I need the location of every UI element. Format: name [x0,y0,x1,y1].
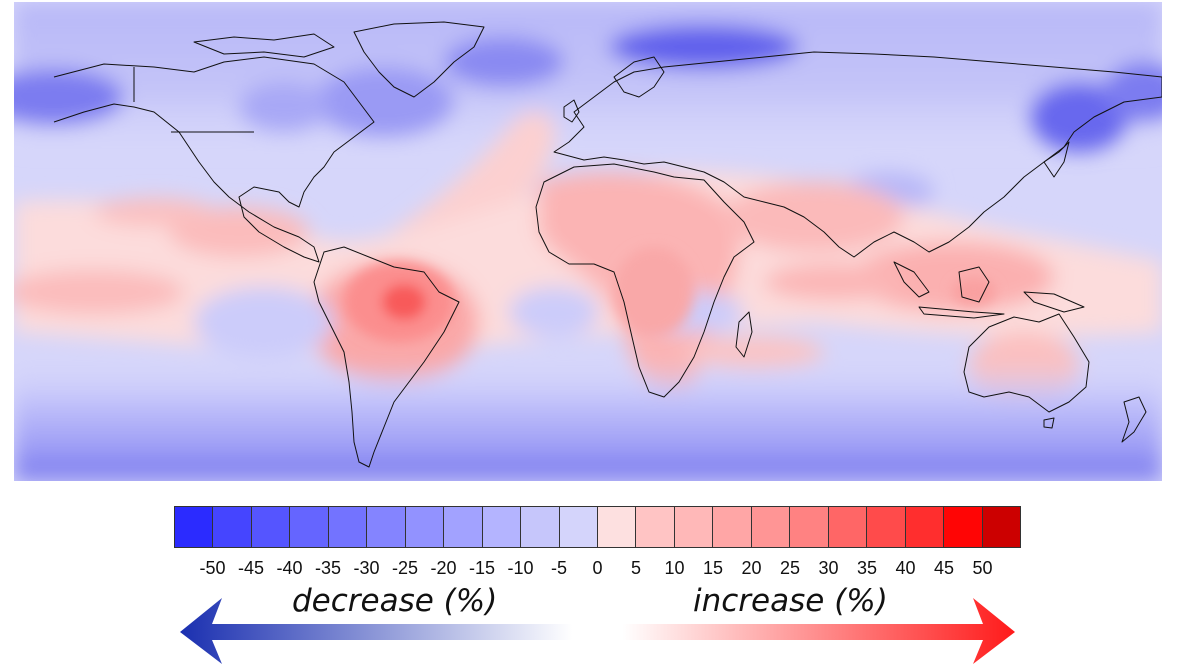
colorbar-bin [175,507,214,547]
colorbar-bin [674,507,714,547]
coastlines [53,21,1162,468]
colorbar-tick-labels: -50 -45 -40 -35 -30 -25 -20 -15 -10 -5 0 5 10 15 20 25 3… [174,558,1021,582]
coastline-south-america [313,246,460,468]
colorbar-tick-label: -5 [550,558,568,578]
region-bering-alaska [14,69,124,125]
colorbar-bin [905,507,945,547]
colorbar-tick-label: 20 [741,558,762,578]
arrow-shape [180,598,1015,664]
coastline-sumatra [893,261,930,298]
colorbar-bin [982,507,1020,547]
coastline-north-america [53,56,375,263]
decrease-label: decrease (%) [292,583,498,619]
colorbar-bin [521,507,560,547]
colorbar-tick-label: 15 [702,558,724,578]
region-pacific-band-2 [94,198,214,226]
colorbar-bin [444,507,483,547]
colorbar-tick-label: 30 [818,558,839,578]
colorbar-tick-label: 25 [779,558,801,578]
colorbar-bin [559,507,598,547]
colorbar-tick-label: -30 [353,558,380,578]
colorbar-tick-label: 35 [856,558,878,578]
colorbar-bin [367,507,406,547]
coastline-scandinavia [613,56,665,98]
colorbar-bin [751,507,791,547]
region-south-atlantic-cold [509,287,599,337]
coastline-japan [1043,141,1070,178]
colorbar-bin [636,507,675,547]
region-pacific-band-1 [14,270,184,314]
colorbar-bin [328,507,368,547]
coastline-java [918,306,1005,319]
region-amazon-core [382,284,426,320]
colorbar-bin [482,507,522,547]
colorbar-bin [828,507,868,547]
colorbar-tick-label: 40 [895,558,916,578]
colorbar-tick-label: -45 [237,558,265,578]
coastline-new-guinea [1023,291,1085,313]
region-arctic-north-atlantic [314,67,454,137]
colorbar-bin [290,507,329,547]
region-maritime-continent [854,242,1054,312]
region-south-indian-band [684,336,824,368]
colorbar-tick-label: -10 [507,558,534,578]
region-southern-ocean [14,362,1162,481]
region-sea-of-okhotsk [1029,82,1129,152]
increase-label: increase (%) [693,583,888,619]
colorbar-bin [597,507,637,547]
region-central-africa [614,247,694,337]
coastline-tasmania [1043,417,1055,429]
region-barents-sea [609,25,799,69]
region-greenland-sea [444,37,564,87]
region-hudson-bay [239,82,329,132]
colorbar-tick-label: 0 [592,558,603,578]
colorbar-bin [790,507,829,547]
colorbar-bin [944,507,983,547]
coastline-uk [563,99,580,123]
colorbar-tick-label: 5 [630,558,642,578]
colorbar-tick-label: -25 [391,558,419,578]
region-borneo [952,278,996,306]
region-arctic-band [14,2,1162,152]
coastline-australia [963,313,1090,413]
coastline-eurasia [553,51,1162,258]
colorbar-bin [213,507,252,547]
region-north-pacific-east [1104,62,1162,122]
coastline-madagascar [735,311,753,358]
colorbar-tick-label: -40 [276,558,303,578]
colorbar-tick-label: -15 [468,558,496,578]
colorbar-tick-label: 50 [972,558,993,578]
colorbar-tick-label: -35 [314,558,342,578]
colorbar-tick-label: -20 [430,558,457,578]
colorbar-tick-label: -50 [199,558,226,578]
colorbar-tick-label: 10 [664,558,685,578]
coastline-greenland [353,21,485,98]
world-map [14,2,1162,481]
colorbar-bin [405,507,445,547]
double-arrow [180,598,1015,664]
region-arabia-india [724,182,904,252]
coastline-arctic-islands [193,33,335,58]
colorbar-bin [251,507,291,547]
coastline-new-zealand [1121,396,1147,443]
region-indian-ocean-band [764,264,904,300]
coastline-africa [535,163,755,398]
colorbar-bin [867,507,906,547]
region-east-pacific-cold [194,287,334,357]
colorbar [174,506,1021,548]
colorbar-tick-label: 45 [933,558,955,578]
coastline-borneo [958,266,990,303]
colorbar-bin [713,507,752,547]
